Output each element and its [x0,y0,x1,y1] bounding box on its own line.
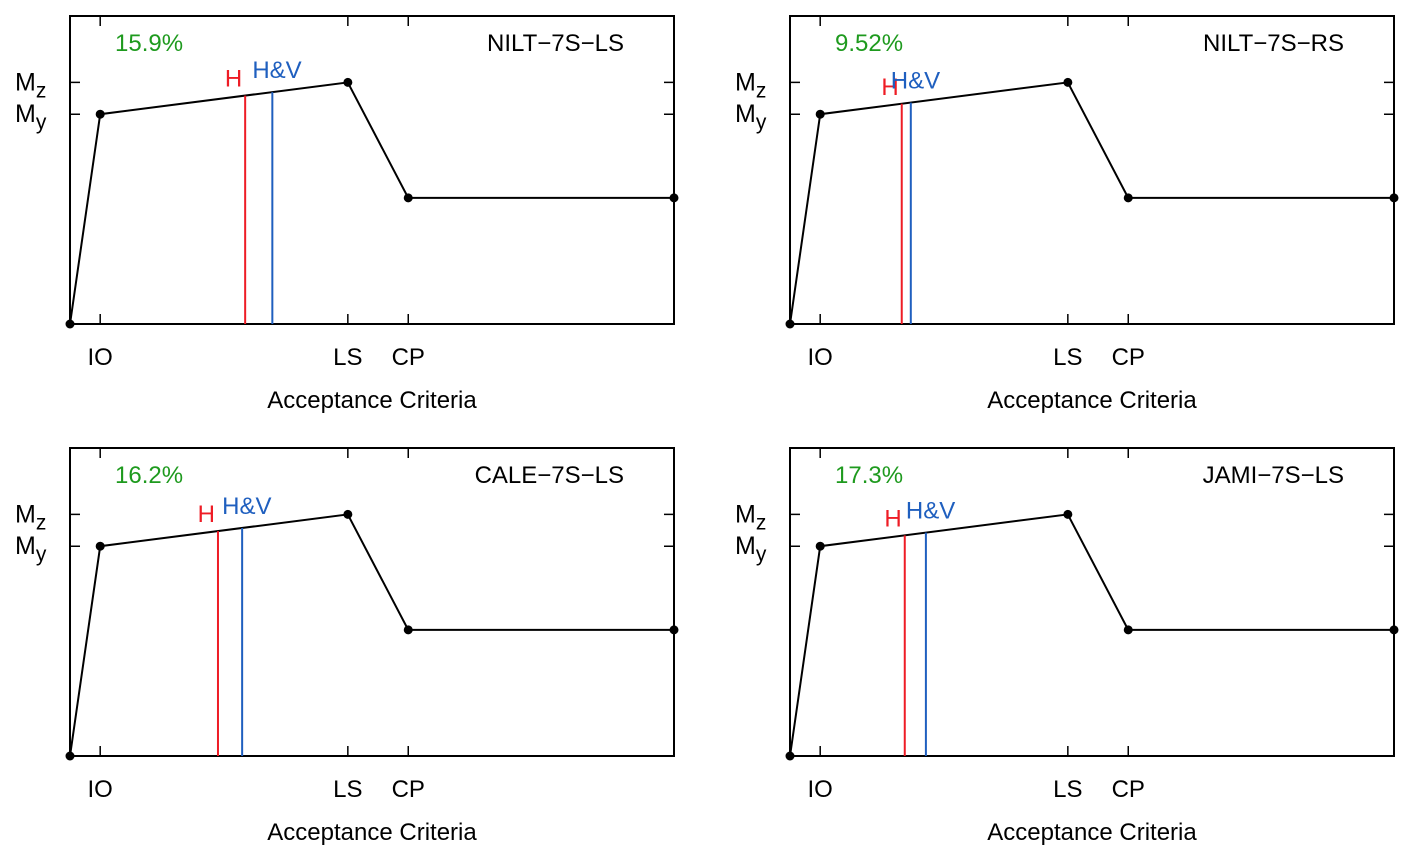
x-tick-label: LS [1053,776,1082,803]
y-tick-label: My [735,100,767,134]
marker-label-hv: H&V [252,57,301,84]
y-tick-label: Mz [735,500,766,534]
backbone-line [69,513,674,757]
x-axis-label: Acceptance Criteria [987,387,1197,414]
backbone-point [95,109,105,119]
x-axis-label: Acceptance Criteria [267,819,477,846]
backbone-point [815,541,825,551]
percent-label: 15.9% [115,30,183,57]
y-tick-subscript: y [36,111,47,134]
x-tick-label: CP [1112,344,1145,371]
backbone-point [815,109,825,119]
backbone-point [669,193,679,203]
backbone-point [1063,77,1073,87]
marker-label-h: H [225,66,242,93]
x-tick-label: CP [1112,776,1145,803]
marker-label-h: H [884,505,901,532]
marker-label-hv: H&V [891,68,940,95]
y-tick-subscript: z [756,79,767,102]
y-tick-subscript: z [36,511,47,534]
marker-label-hv: H&V [906,498,955,525]
backbone-point [343,509,353,519]
backbone-point [1123,625,1133,635]
marker-label-hv: H&V [222,493,271,520]
backbone-point [95,541,105,551]
backbone-point [785,319,795,329]
backbone-point [403,193,413,203]
backbone-line [789,513,1394,757]
panel-label: JAMI−7S−LS [1203,462,1344,489]
y-tick-main: M [735,500,756,528]
backbone-point [1389,193,1399,203]
x-axis-label: Acceptance Criteria [267,387,477,414]
backbone-line [789,81,1394,325]
plot-frame [789,447,1395,757]
backbone-point [343,77,353,87]
plot-frame [69,447,675,757]
chart-panel: H H&V 15.9% NILT−7S−LS IO LS CP Acceptance Crit… [15,15,679,414]
percent-label: 16.2% [115,462,183,489]
backbone-point [1123,193,1133,203]
x-tick-label: LS [1053,344,1082,371]
panel-label: NILT−7S−LS [487,30,624,57]
backbone-line [69,81,674,325]
y-tick-main: M [735,68,756,96]
y-tick-subscript: z [756,511,767,534]
y-tick-label: My [15,100,47,134]
y-tick-label: My [15,532,47,566]
y-tick-main: M [15,68,36,96]
backbone-point [1063,509,1073,519]
y-tick-label: My [735,532,767,566]
y-tick-main: M [735,532,756,560]
y-tick-subscript: y [36,543,47,566]
backbone-point [669,625,679,635]
chart-panel: HH&V 9.52% NILT−7S−RS IO LS CP Acceptance Crit… [735,15,1399,414]
y-tick-label: Mz [15,500,46,534]
x-tick-label: LS [333,776,362,803]
y-tick-main: M [15,100,36,128]
x-axis-label: Acceptance Criteria [987,819,1197,846]
backbone-point [65,319,75,329]
backbone-point [403,625,413,635]
plot-frame [69,15,675,325]
x-tick-label: IO [88,776,113,803]
y-tick-label: Mz [15,68,46,102]
plot-frame [789,15,1395,325]
y-tick-subscript: z [36,79,47,102]
x-tick-label: IO [808,776,833,803]
marker-label-h: H [198,501,215,528]
x-tick-label: CP [392,776,425,803]
x-tick-label: IO [88,344,113,371]
panel-label: NILT−7S−RS [1203,30,1344,57]
x-tick-label: LS [333,344,362,371]
backbone-point [785,751,795,761]
y-tick-subscript: y [756,543,767,566]
y-tick-main: M [15,532,36,560]
y-tick-main: M [735,100,756,128]
percent-label: 17.3% [835,462,903,489]
y-tick-subscript: y [756,111,767,134]
chart-panel: H H&V17.3% JAMI−7S−LS IO LS CP Acceptance Crit… [735,447,1399,846]
backbone-point [65,751,75,761]
marker-label-h: H [881,74,898,101]
panel-label: CALE−7S−LS [475,462,624,489]
x-tick-label: CP [392,344,425,371]
x-tick-label: IO [808,344,833,371]
y-tick-main: M [15,500,36,528]
chart-panel: H H&V 16.2% CALE−7S−LS IO LS CP Acceptance Crit… [15,447,679,846]
backbone-point [1389,625,1399,635]
y-tick-label: Mz [735,68,766,102]
percent-label: 9.52% [835,30,903,57]
